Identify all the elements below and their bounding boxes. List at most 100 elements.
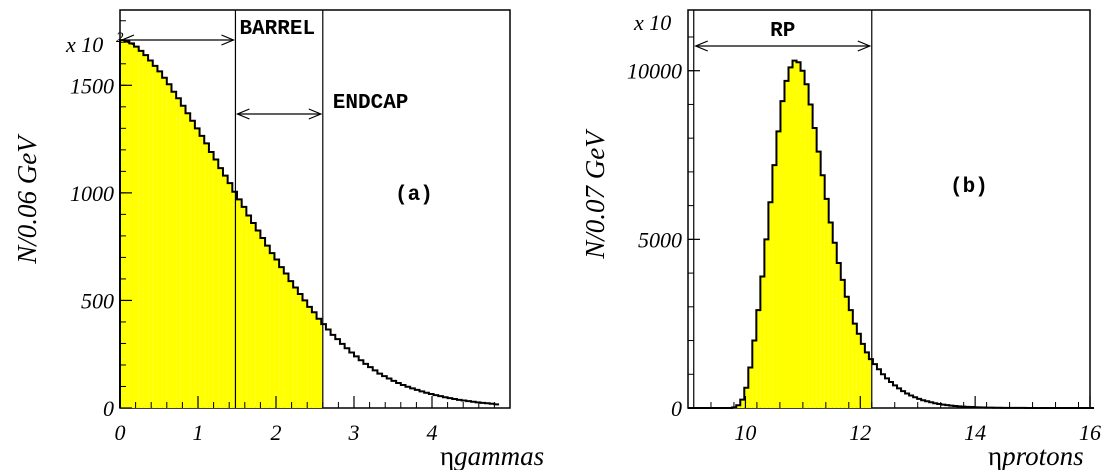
- arrowhead-left-a: [120, 34, 135, 46]
- bar-fill-b: [816, 151, 821, 408]
- x-tick-label-b: 12: [849, 420, 871, 445]
- bar-fill-a: [255, 230, 261, 408]
- bar-fill-a: [279, 267, 284, 408]
- bar-fill-a: [227, 183, 233, 408]
- x-tick-label-a: 4: [427, 420, 438, 445]
- bar-fill-b: [828, 222, 833, 408]
- bar-fill-b: [784, 80, 789, 408]
- bar-fill-a: [199, 135, 205, 408]
- panel-a-data: BARREL ENDCAP 0 1 2 3 4 0 500 1000 1500: [70, 10, 511, 445]
- bar-fill-a: [194, 128, 200, 408]
- arrowhead-right-a: [221, 34, 235, 46]
- bar-fill-a: [138, 50, 144, 409]
- bar-fill-a: [241, 206, 247, 408]
- histogram-outline-b: [688, 59, 1095, 409]
- y-tick-label-a: 1500: [70, 73, 114, 98]
- bar-fill-b: [760, 276, 765, 408]
- bar-fill-a: [143, 55, 149, 409]
- bar-fill-b: [808, 104, 813, 409]
- y-multiplier-b: x 10: [633, 10, 671, 35]
- arrowhead-right-a: [308, 108, 323, 120]
- bar-fill-b: [800, 70, 805, 409]
- xlabel-b: ηprotons: [988, 441, 1084, 470]
- y-tick-label-a: 0: [103, 396, 114, 421]
- bar-fill-b: [796, 62, 801, 408]
- x-tick-label-a: 2: [271, 420, 282, 445]
- bar-fill-b: [756, 310, 761, 408]
- bar-fill-b: [868, 359, 872, 408]
- bar-fill-b: [776, 131, 781, 409]
- bar-fill-a: [311, 312, 317, 408]
- bar-fill-b: [840, 279, 845, 408]
- bar-fill-a: [171, 91, 177, 409]
- x-tick-label-a: 1: [193, 420, 204, 445]
- bar-fill-a: [269, 253, 275, 408]
- bar-fill-a: [307, 306, 312, 408]
- bar-fill-b: [820, 175, 825, 408]
- plot-frame-b: [687, 9, 1091, 409]
- bar-fill-b: [804, 84, 809, 408]
- bar-fill-a: [283, 273, 289, 408]
- bar-fill-a: [265, 245, 270, 408]
- bar-fill-b: [736, 405, 741, 408]
- bar-fill-a: [251, 222, 256, 408]
- bar-fill-b: [764, 239, 769, 408]
- bar-fill-a: [180, 105, 186, 408]
- ylabel-b: N/0.07 GeV: [580, 128, 610, 260]
- xlabel-a: ηgammas: [440, 441, 544, 470]
- bar-fill-b: [780, 101, 785, 408]
- bar-fill-a: [297, 293, 303, 408]
- bar-fill-a: [288, 281, 294, 408]
- bar-fill-b: [844, 296, 849, 408]
- bar-fill-b: [812, 128, 817, 408]
- bar-fill-a: [148, 60, 153, 408]
- bar-fill-b: [772, 165, 777, 408]
- xlabel-a-symbol: η: [440, 441, 454, 470]
- bar-fill-a: [166, 84, 172, 408]
- bar-fill-a: [157, 71, 163, 409]
- arrowhead-right-b: [857, 40, 872, 52]
- y-multiplier-exp-a: 2: [116, 30, 124, 46]
- xlabel-b-text: protons: [1000, 441, 1084, 470]
- annotation-label-b: RP: [770, 20, 795, 43]
- bar-fill-a: [321, 324, 323, 408]
- bar-fill-a: [237, 199, 242, 408]
- bar-fill-b: [740, 399, 745, 408]
- arrowhead-left-a: [235, 108, 250, 120]
- bar-fill-a: [302, 300, 308, 408]
- bar-fill-a: [190, 120, 195, 409]
- bar-fill-a: [120, 40, 125, 408]
- bar-fill-a: [176, 98, 181, 408]
- annotation-label-a: ENDCAP: [333, 92, 409, 115]
- bar-fill-a: [213, 159, 219, 408]
- bar-fill-a: [246, 215, 252, 408]
- bar-fill-a: [208, 151, 214, 408]
- bar-fill-a: [124, 41, 130, 409]
- bar-fill-a: [218, 168, 223, 408]
- xlabel-b-symbol: η: [988, 441, 1002, 470]
- bar-fill-b: [832, 242, 837, 408]
- bar-fill-a: [129, 43, 135, 408]
- bar-fill-a: [204, 143, 209, 408]
- bar-fill-a: [232, 191, 237, 408]
- bar-fill-b: [792, 60, 797, 408]
- x-tick-label-b: 14: [964, 420, 986, 445]
- x-tick-label-b: 10: [734, 420, 756, 445]
- y-tick-label-a: 1000: [70, 181, 114, 206]
- annotation-label-a: BARREL: [239, 18, 315, 41]
- bar-fill-b: [856, 333, 861, 408]
- y-tick-label-a: 500: [81, 288, 114, 313]
- y-multiplier-a: x 10: [65, 32, 103, 57]
- bar-fill-b: [836, 262, 841, 408]
- ylabel-a: N/0.06 GeV: [12, 133, 42, 265]
- x-tick-label-b: 16: [1079, 420, 1101, 445]
- bar-fill-a: [274, 259, 280, 408]
- bar-fill-a: [185, 113, 191, 408]
- y-tick-label-b: 0: [671, 396, 682, 421]
- bar-fill-a: [293, 287, 298, 408]
- xlabel-a-text: gammas: [454, 441, 544, 470]
- arrowhead-left-b: [694, 40, 708, 52]
- bar-fill-a: [222, 175, 228, 408]
- bar-fill-a: [260, 238, 266, 408]
